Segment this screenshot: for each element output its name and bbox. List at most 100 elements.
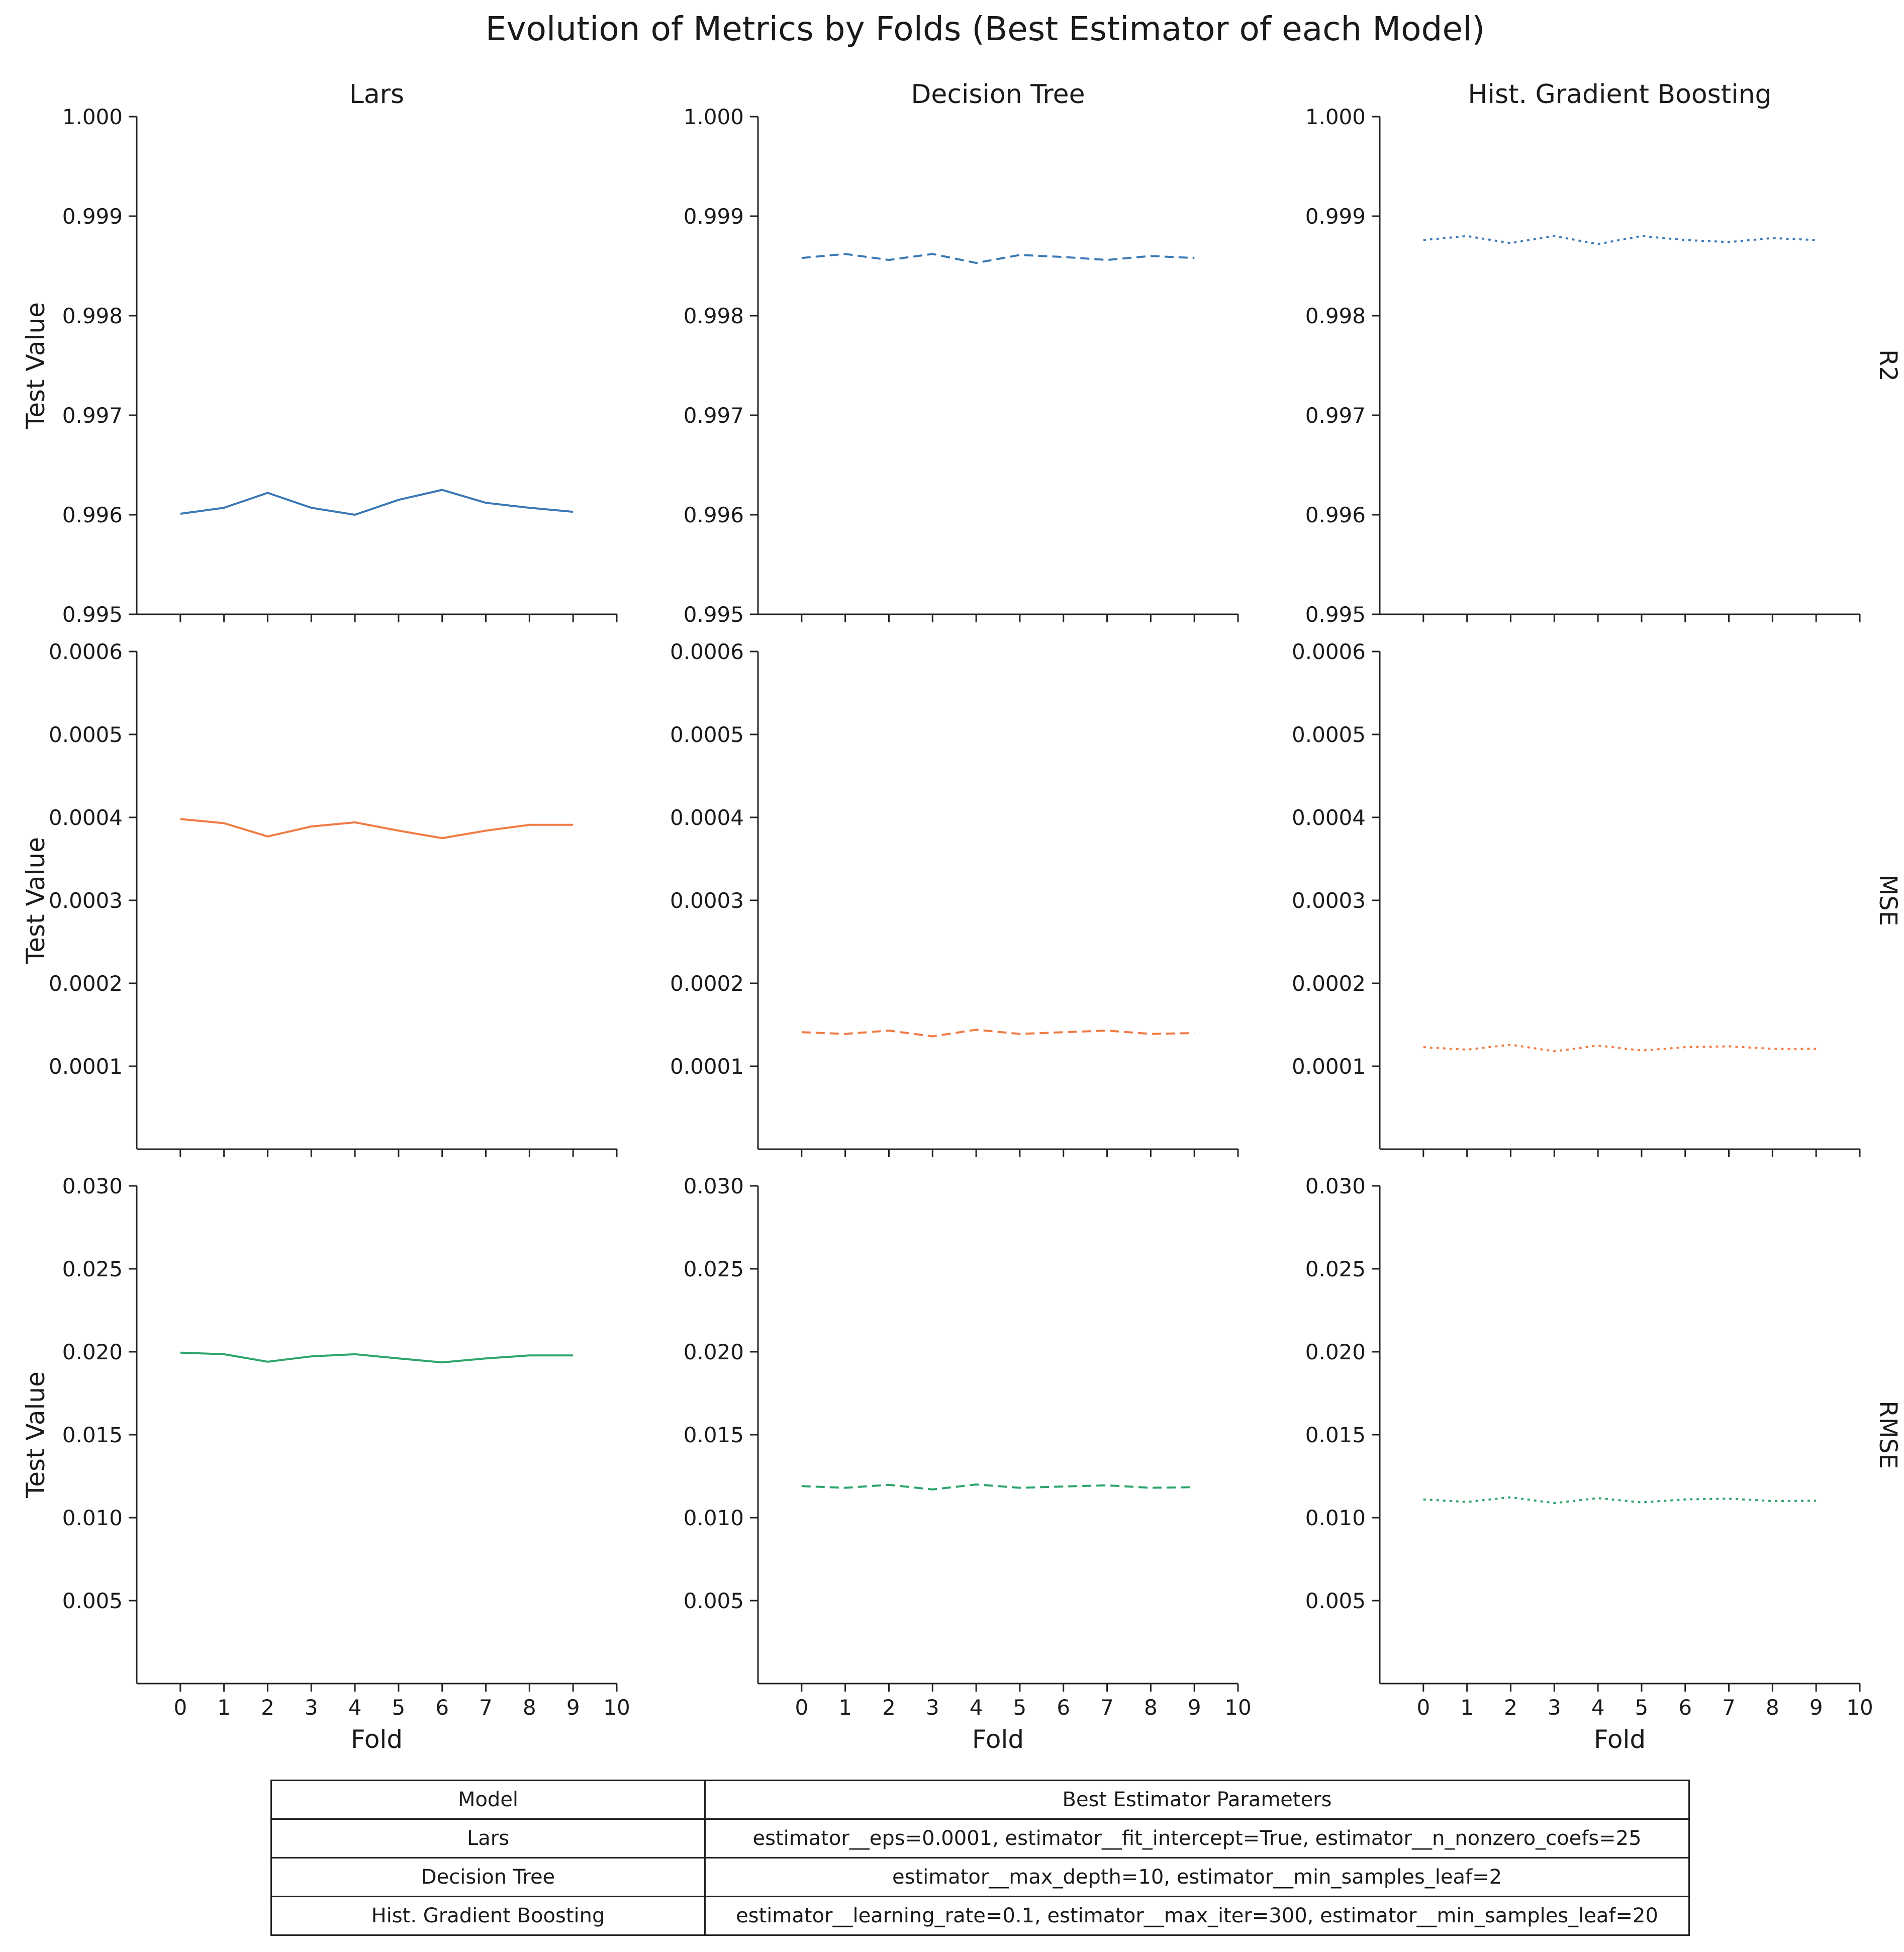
y-tick-label: 0.010 bbox=[1305, 1506, 1366, 1530]
y-tick-label: 0.0002 bbox=[1292, 971, 1366, 996]
column-title: Decision Tree bbox=[911, 79, 1085, 110]
x-tick-label: 4 bbox=[970, 1695, 983, 1720]
panel-mse-decision-tree: 0.0001 0.0002 0.0003 0.0004 0.0005 0.0006 bbox=[670, 639, 1239, 1157]
y-tick-label: 0.025 bbox=[684, 1257, 744, 1281]
x-tick-label: 10 bbox=[1224, 1695, 1251, 1720]
y-tick-label: 0.995 bbox=[1305, 602, 1366, 627]
x-tick-label: 8 bbox=[1766, 1695, 1779, 1720]
y-tick-label: 1.000 bbox=[684, 105, 744, 129]
panel-r2-lars: 0.995 0.996 0.997 0.998 0.999 1.000 Lars Test V… bbox=[21, 79, 618, 627]
y-tick-label: 0.010 bbox=[684, 1506, 744, 1530]
y-tick-label: 0.0003 bbox=[49, 888, 123, 913]
figure-title: Evolution of Metrics by Folds (Best Esti… bbox=[486, 10, 1485, 48]
x-tick-label: 2 bbox=[1504, 1695, 1517, 1720]
y-tick-label: 0.005 bbox=[1305, 1589, 1366, 1613]
column-title: Hist. Gradient Boosting bbox=[1468, 79, 1771, 110]
row-label-r2: R2 bbox=[1874, 349, 1902, 382]
y-tick-label: 0.997 bbox=[684, 403, 744, 428]
y-tick-label: 0.020 bbox=[62, 1340, 123, 1364]
y-tick-label: 0.0005 bbox=[1292, 722, 1366, 747]
panel-mse-hist-gradient-boosting: 0.0001 0.0002 0.0003 0.0004 0.0005 0.0006 MSE bbox=[1292, 639, 1902, 1157]
x-tick-label: 7 bbox=[1100, 1695, 1114, 1720]
series-line-rmse-hist-gradient-boosting bbox=[1423, 1496, 1817, 1504]
y-tick-label: 0.015 bbox=[684, 1423, 744, 1447]
y-tick-label: 0.0006 bbox=[49, 639, 123, 664]
y-tick-label: 1.000 bbox=[62, 105, 123, 129]
table-cell-model: Lars bbox=[270, 1818, 706, 1858]
x-tick-label: 1 bbox=[1460, 1695, 1474, 1720]
column-title: Lars bbox=[349, 79, 404, 110]
panel-mse-lars: 0.0001 0.0002 0.0003 0.0004 0.0005 0.0006 Test… bbox=[21, 639, 618, 1157]
y-axis-title: Test Value bbox=[21, 1371, 50, 1499]
x-axis-title: Fold bbox=[351, 1725, 403, 1754]
table-header-row: Model Best Estimator Parameters bbox=[270, 1780, 1690, 1820]
y-tick-label: 0.996 bbox=[1305, 503, 1366, 527]
y-tick-label: 0.0006 bbox=[670, 639, 744, 664]
x-tick-label: 1 bbox=[217, 1695, 231, 1720]
x-tick-label: 0 bbox=[795, 1695, 808, 1720]
x-tick-label: 4 bbox=[1591, 1695, 1605, 1720]
table-row: Lars estimator__eps=0.0001, estimator__f… bbox=[270, 1818, 1690, 1858]
row-label-mse: MSE bbox=[1874, 875, 1902, 926]
y-tick-label: 0.999 bbox=[1305, 204, 1366, 229]
y-tick-label: 0.015 bbox=[1305, 1423, 1366, 1447]
row-label-rmse: RMSE bbox=[1874, 1401, 1902, 1469]
x-tick-label: 6 bbox=[1057, 1695, 1070, 1720]
y-axis-title: Test Value bbox=[21, 302, 50, 429]
y-tick-label: 0.0002 bbox=[49, 971, 123, 996]
x-tick-label: 0 bbox=[1416, 1695, 1430, 1720]
panel-r2-decision-tree: 0.995 0.996 0.997 0.998 0.999 1.000 Decision T… bbox=[684, 79, 1239, 627]
y-tick-label: 0.030 bbox=[1305, 1174, 1366, 1198]
y-tick-label: 1.000 bbox=[1305, 105, 1366, 129]
x-tick-label: 2 bbox=[882, 1695, 896, 1720]
table-header-model: Model bbox=[270, 1780, 706, 1820]
x-tick-label: 5 bbox=[392, 1695, 406, 1720]
x-tick-label: 9 bbox=[566, 1695, 580, 1720]
y-tick-label: 0.0004 bbox=[670, 805, 744, 830]
x-tick-label: 7 bbox=[1722, 1695, 1736, 1720]
x-tick-label: 10 bbox=[1846, 1695, 1873, 1720]
y-tick-label: 0.0004 bbox=[1292, 805, 1366, 830]
series-line-r2-hist-gradient-boosting bbox=[1423, 235, 1817, 245]
y-tick-label: 0.030 bbox=[62, 1174, 123, 1198]
series-line-rmse-lars bbox=[180, 1351, 574, 1364]
x-tick-label: 2 bbox=[261, 1695, 274, 1720]
panel-rmse-lars: 0.005 0.010 0.015 0.020 0.025 0.030 0 1 2 3 4 5 6 7 8 9… bbox=[21, 1174, 630, 1754]
y-tick-label: 0.025 bbox=[62, 1257, 123, 1281]
y-tick-label: 0.998 bbox=[62, 304, 123, 328]
y-axis-title: Test Value bbox=[21, 837, 50, 964]
table-cell-model: Hist. Gradient Boosting bbox=[270, 1896, 706, 1936]
table-header-params: Best Estimator Parameters bbox=[704, 1780, 1690, 1820]
x-tick-label: 3 bbox=[305, 1695, 318, 1720]
y-tick-label: 0.999 bbox=[684, 204, 744, 229]
x-tick-label: 3 bbox=[926, 1695, 939, 1720]
y-tick-label: 0.0005 bbox=[49, 722, 123, 747]
x-tick-label: 1 bbox=[838, 1695, 852, 1720]
y-tick-label: 0.005 bbox=[684, 1589, 744, 1613]
y-tick-label: 0.995 bbox=[62, 602, 123, 627]
x-axis-title: Fold bbox=[1594, 1725, 1646, 1754]
y-tick-label: 0.0003 bbox=[1292, 888, 1366, 913]
panel-rmse-hist-gradient-boosting: 0.005 0.010 0.015 0.020 0.025 0.030 0 1 2 3 4 5 6 7 8 9… bbox=[1305, 1174, 1902, 1754]
y-tick-label: 0.005 bbox=[62, 1589, 123, 1613]
x-tick-label: 8 bbox=[523, 1695, 536, 1720]
best-estimator-table: Model Best Estimator Parameters Lars est… bbox=[270, 1780, 1690, 1936]
x-tick-label: 4 bbox=[348, 1695, 362, 1720]
x-tick-label: 5 bbox=[1013, 1695, 1027, 1720]
y-tick-label: 0.0001 bbox=[1292, 1054, 1366, 1079]
x-tick-label: 9 bbox=[1188, 1695, 1201, 1720]
y-tick-label: 0.025 bbox=[1305, 1257, 1366, 1281]
y-tick-label: 0.996 bbox=[62, 503, 123, 527]
y-tick-label: 0.015 bbox=[62, 1423, 123, 1447]
x-tick-label: 6 bbox=[1678, 1695, 1692, 1720]
x-tick-label: 5 bbox=[1635, 1695, 1649, 1720]
y-tick-label: 0.997 bbox=[62, 403, 123, 428]
y-tick-label: 0.020 bbox=[1305, 1340, 1366, 1364]
table-row: Decision Tree estimator__max_depth=10, e… bbox=[270, 1857, 1690, 1897]
y-tick-label: 0.995 bbox=[684, 602, 744, 627]
y-tick-label: 0.0003 bbox=[670, 888, 744, 913]
series-line-r2-lars bbox=[180, 489, 574, 516]
y-tick-label: 0.998 bbox=[684, 304, 744, 328]
y-tick-label: 0.998 bbox=[1305, 304, 1366, 328]
